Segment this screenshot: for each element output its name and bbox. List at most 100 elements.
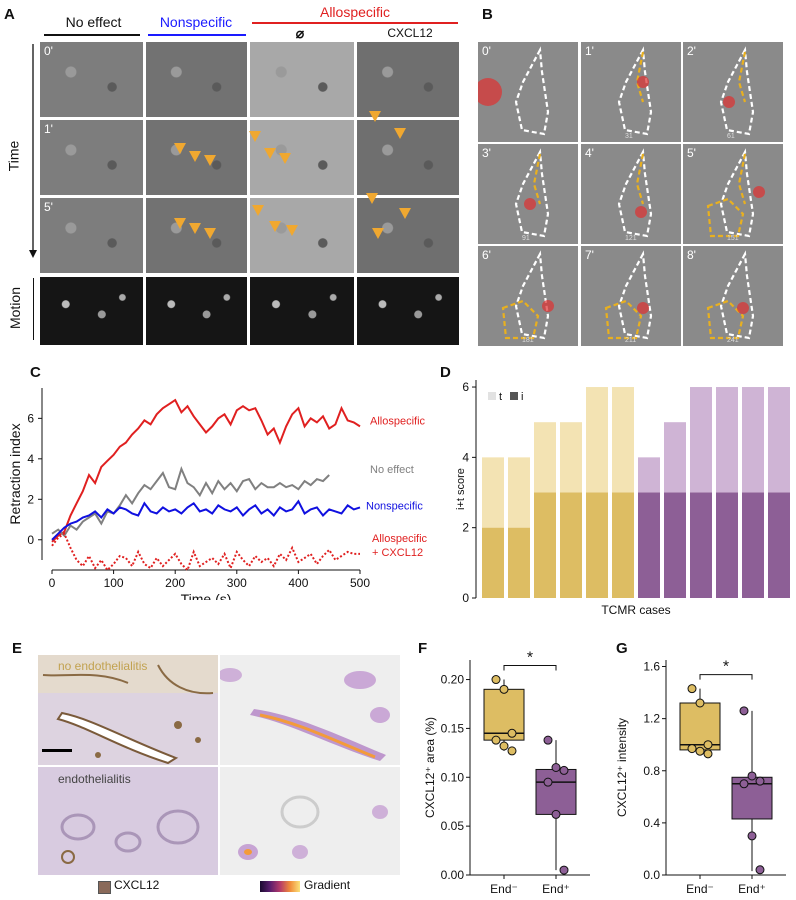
gradient-endothelialitis bbox=[220, 767, 400, 875]
retraction-outline bbox=[635, 51, 645, 103]
frame-label: 4' bbox=[585, 146, 594, 160]
cell-outline bbox=[514, 148, 550, 238]
histology-endothelialitis bbox=[38, 767, 218, 875]
series-label-allo-cxcl12-line2: + CXCL12 bbox=[372, 547, 423, 559]
t-cell bbox=[635, 206, 647, 218]
y-tick-label: 0.15 bbox=[441, 721, 465, 735]
timelapse-frame: 1' 31 bbox=[581, 42, 681, 142]
panel-letter-g: G bbox=[616, 640, 628, 657]
t-cell bbox=[478, 78, 502, 106]
y-tick-label: 0.4 bbox=[643, 816, 660, 830]
bar-t bbox=[560, 422, 582, 493]
y-tick-label: 4 bbox=[27, 452, 34, 466]
data-point bbox=[687, 684, 697, 694]
time-row-label: 0' bbox=[44, 44, 53, 58]
micrograph-tile bbox=[250, 42, 354, 117]
frame-number: 91 bbox=[522, 235, 530, 242]
bar-t bbox=[508, 457, 530, 528]
legend-label-t: t bbox=[499, 391, 502, 403]
arrowhead-marker bbox=[279, 153, 291, 164]
cxcl12-area-boxplot: 0.00 0.05 0.10 0.15 0.20 CXCL12⁺ area (%) End⁻… bbox=[423, 650, 590, 896]
series-line bbox=[51, 532, 360, 572]
frame-label: 2' bbox=[687, 44, 696, 58]
motion-tile bbox=[250, 277, 354, 345]
arrowhead-layer bbox=[174, 111, 411, 239]
legend-cxcl12: CXCL12 bbox=[114, 878, 160, 892]
data-point bbox=[739, 779, 749, 789]
y-tick-label: 6 bbox=[27, 411, 34, 425]
y-tick-label: 6 bbox=[462, 380, 469, 394]
data-point bbox=[755, 865, 765, 875]
subheader-none: ⌀ bbox=[295, 25, 305, 41]
panel-letter-b: B bbox=[482, 6, 493, 23]
series-label-allospecific: Allospecific bbox=[370, 415, 426, 427]
bar-t bbox=[664, 422, 686, 493]
data-point bbox=[491, 675, 501, 685]
frame-label: 1' bbox=[585, 44, 594, 58]
series-label-allo-cxcl12: Allospecific bbox=[372, 533, 428, 545]
panel-letter-e: E bbox=[12, 640, 23, 657]
x-tick-label: 400 bbox=[288, 576, 308, 590]
timelapse-frame: 3' 91 bbox=[478, 144, 578, 244]
y-tick-label: 0 bbox=[27, 533, 34, 547]
bar-t bbox=[586, 387, 608, 493]
data-point bbox=[507, 746, 517, 756]
histology-no-endothelialitis bbox=[38, 655, 218, 765]
retraction-outline bbox=[706, 299, 745, 340]
bar-i bbox=[638, 492, 660, 598]
frame-number: 241 bbox=[727, 337, 739, 344]
bar-t bbox=[690, 387, 712, 493]
cxcl12-intensity-boxplot: 0.0 0.4 0.8 1.2 1.6 CXCL12⁺ intensity End⁻ End⁺… bbox=[615, 659, 786, 896]
y-tick-label: 0.05 bbox=[441, 819, 465, 833]
micrograph-tile bbox=[250, 120, 354, 195]
header-allospecific: Allospecific bbox=[319, 4, 391, 20]
cell-outline bbox=[719, 250, 755, 340]
arrowhead-marker bbox=[252, 205, 264, 216]
data-point bbox=[695, 698, 705, 708]
frame-number: 121 bbox=[625, 235, 637, 242]
x-tick-label: End⁺ bbox=[738, 882, 766, 896]
data-point bbox=[543, 735, 553, 745]
frame-overlay bbox=[617, 46, 653, 136]
bar-t bbox=[768, 387, 790, 493]
data-point bbox=[747, 771, 757, 781]
cell-outline bbox=[719, 148, 755, 238]
time-row-label: 5' bbox=[44, 200, 53, 214]
time-row-label: 1' bbox=[44, 122, 53, 136]
motion-tile bbox=[40, 277, 143, 345]
header-underline-allospecific bbox=[252, 22, 458, 24]
box bbox=[483, 688, 525, 741]
motion-bar bbox=[33, 278, 35, 340]
bar-i bbox=[508, 527, 530, 598]
arrowhead-marker bbox=[174, 218, 186, 229]
x-tick-label: End⁺ bbox=[542, 882, 570, 896]
timelapse-frame: 6' 181 bbox=[478, 246, 578, 346]
arrowhead-marker bbox=[269, 221, 281, 232]
series-line bbox=[51, 398, 361, 543]
frame-number: 211 bbox=[625, 337, 637, 344]
retraction-outline bbox=[532, 153, 542, 205]
frame-overlay bbox=[719, 46, 755, 136]
bar-i bbox=[534, 492, 556, 598]
significance-bracket bbox=[699, 674, 753, 680]
bar-i bbox=[716, 492, 738, 598]
bar-i bbox=[612, 492, 634, 598]
micrograph-tile bbox=[357, 42, 459, 117]
frame-label: 3' bbox=[482, 146, 491, 160]
timelapse-frame: 8' 241 bbox=[683, 246, 783, 346]
motion-tile bbox=[357, 277, 459, 345]
y-tick-label: 1.2 bbox=[643, 712, 660, 726]
box bbox=[535, 768, 577, 815]
t-cell bbox=[753, 186, 765, 198]
cell-outline bbox=[719, 46, 755, 136]
x-tick-label: 200 bbox=[165, 576, 185, 590]
data-point bbox=[507, 728, 517, 738]
gradient-no-endothelialitis bbox=[220, 655, 400, 765]
frame-label: 8' bbox=[687, 248, 696, 262]
panel-letter-a: A bbox=[4, 6, 15, 23]
micrograph-tile: 5' bbox=[40, 198, 143, 273]
arrowhead-marker bbox=[189, 151, 201, 162]
cell-outline bbox=[514, 46, 550, 136]
retraction-outline bbox=[737, 51, 747, 103]
bar-t bbox=[482, 457, 504, 528]
